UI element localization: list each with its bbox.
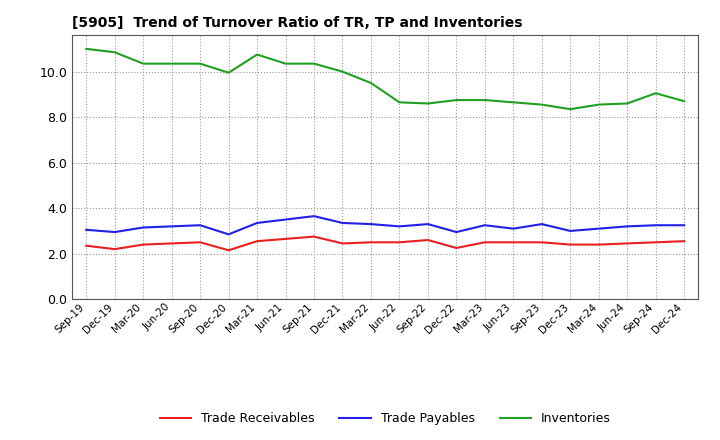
Inventories xyxy=(338,69,347,74)
Inventories xyxy=(110,50,119,55)
Trade Payables xyxy=(423,221,432,227)
Trade Receivables xyxy=(338,241,347,246)
Trade Payables xyxy=(395,224,404,229)
Trade Receivables xyxy=(225,248,233,253)
Trade Receivables xyxy=(110,246,119,252)
Inventories xyxy=(196,61,204,66)
Inventories xyxy=(623,101,631,106)
Trade Receivables xyxy=(82,243,91,248)
Inventories xyxy=(566,106,575,112)
Inventories xyxy=(423,101,432,106)
Trade Payables xyxy=(82,227,91,232)
Inventories xyxy=(680,99,688,104)
Inventories xyxy=(139,61,148,66)
Trade Payables xyxy=(196,223,204,228)
Inventories xyxy=(452,97,461,103)
Trade Payables xyxy=(652,223,660,228)
Trade Receivables xyxy=(253,238,261,244)
Inventories xyxy=(282,61,290,66)
Legend: Trade Receivables, Trade Payables, Inventories: Trade Receivables, Trade Payables, Inven… xyxy=(155,407,616,430)
Trade Payables xyxy=(110,229,119,235)
Trade Payables xyxy=(509,226,518,231)
Trade Payables xyxy=(253,220,261,226)
Trade Receivables xyxy=(652,240,660,245)
Inventories xyxy=(253,52,261,57)
Inventories xyxy=(595,102,603,107)
Trade Receivables xyxy=(366,240,375,245)
Trade Receivables xyxy=(566,242,575,247)
Inventories xyxy=(509,100,518,105)
Inventories xyxy=(537,102,546,107)
Trade Receivables xyxy=(480,240,489,245)
Trade Payables xyxy=(282,217,290,222)
Trade Payables xyxy=(139,225,148,230)
Trade Receivables xyxy=(595,242,603,247)
Inventories xyxy=(167,61,176,66)
Trade Payables xyxy=(366,221,375,227)
Trade Payables xyxy=(595,226,603,231)
Trade Receivables xyxy=(537,240,546,245)
Inventories xyxy=(480,97,489,103)
Line: Trade Receivables: Trade Receivables xyxy=(86,237,684,250)
Inventories xyxy=(395,100,404,105)
Inventories xyxy=(82,46,91,51)
Trade Receivables xyxy=(310,234,318,239)
Trade Receivables xyxy=(196,240,204,245)
Trade Receivables xyxy=(282,236,290,242)
Trade Payables xyxy=(167,224,176,229)
Trade Receivables xyxy=(623,241,631,246)
Inventories xyxy=(310,61,318,66)
Line: Trade Payables: Trade Payables xyxy=(86,216,684,235)
Text: [5905]  Trend of Turnover Ratio of TR, TP and Inventories: [5905] Trend of Turnover Ratio of TR, TP… xyxy=(72,16,523,30)
Trade Receivables xyxy=(395,240,404,245)
Inventories xyxy=(366,81,375,86)
Trade Receivables xyxy=(167,241,176,246)
Trade Payables xyxy=(537,221,546,227)
Trade Receivables xyxy=(509,240,518,245)
Trade Payables xyxy=(680,223,688,228)
Trade Payables xyxy=(480,223,489,228)
Inventories xyxy=(225,70,233,75)
Trade Payables xyxy=(338,220,347,226)
Line: Inventories: Inventories xyxy=(86,49,684,109)
Trade Payables xyxy=(566,228,575,234)
Trade Payables xyxy=(623,224,631,229)
Inventories xyxy=(652,91,660,96)
Trade Payables xyxy=(452,229,461,235)
Trade Receivables xyxy=(452,246,461,251)
Trade Payables xyxy=(225,232,233,237)
Trade Receivables xyxy=(139,242,148,247)
Trade Receivables xyxy=(680,238,688,244)
Trade Receivables xyxy=(423,238,432,243)
Trade Payables xyxy=(310,213,318,219)
